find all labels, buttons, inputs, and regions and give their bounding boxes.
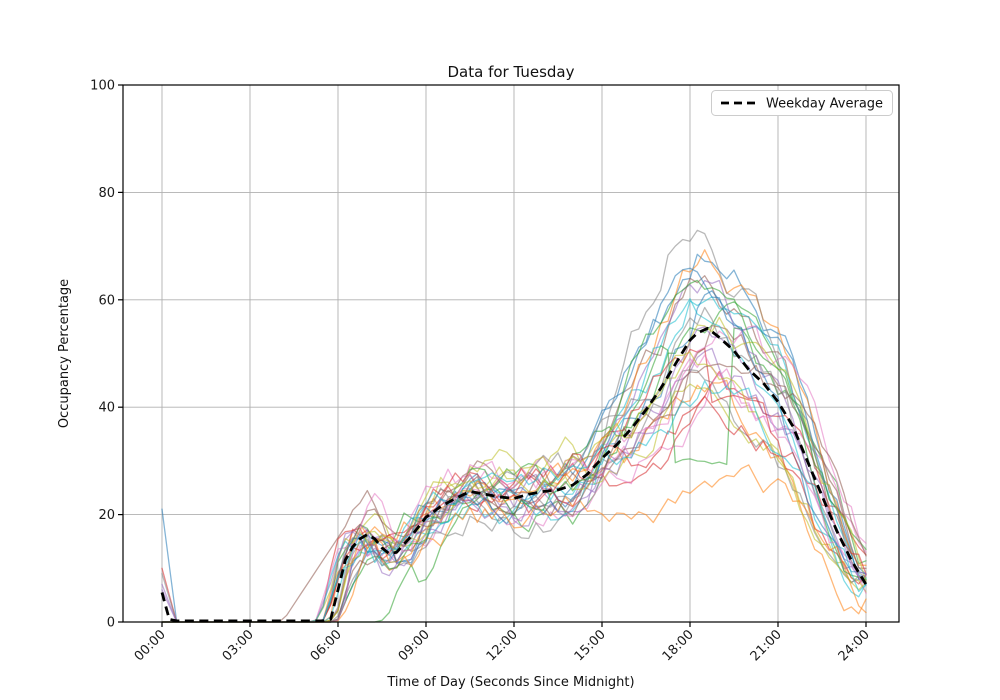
- x-tick-label: 15:00: [572, 627, 609, 664]
- legend: Weekday Average: [711, 90, 893, 116]
- y-tick-label: 40: [98, 401, 115, 416]
- y-tick-label: 0: [107, 616, 115, 631]
- y-tick-label: 60: [98, 293, 115, 308]
- y-tick-label: 80: [98, 186, 115, 201]
- y-axis-label: Occupancy Percentage: [57, 279, 72, 428]
- plot-area: 00:00 03:00 06:00 09:00 12:00 15:00 18:00 21:00…: [90, 79, 900, 664]
- y-tick-label: 20: [98, 508, 115, 523]
- x-tick-label: 00:00: [132, 627, 169, 664]
- x-tick-label: 12:00: [484, 627, 521, 664]
- y-tick-label: 100: [90, 79, 115, 94]
- legend-label: Weekday Average: [766, 97, 883, 112]
- axes-spines: [122, 84, 900, 623]
- x-tick-label: 03:00: [220, 627, 257, 664]
- x-tick-label: 09:00: [396, 627, 433, 664]
- chart-title: Data for Tuesday: [447, 63, 574, 81]
- x-tick-label: 24:00: [836, 627, 873, 664]
- x-axis-label: Time of Day (Seconds Since Midnight): [386, 675, 634, 690]
- weekday-average-line: [160, 326, 868, 623]
- x-tick-label: 21:00: [748, 627, 785, 664]
- legend-box: [711, 90, 893, 116]
- x-tick-label: 18:00: [660, 627, 697, 664]
- x-tick-label: 06:00: [308, 627, 345, 664]
